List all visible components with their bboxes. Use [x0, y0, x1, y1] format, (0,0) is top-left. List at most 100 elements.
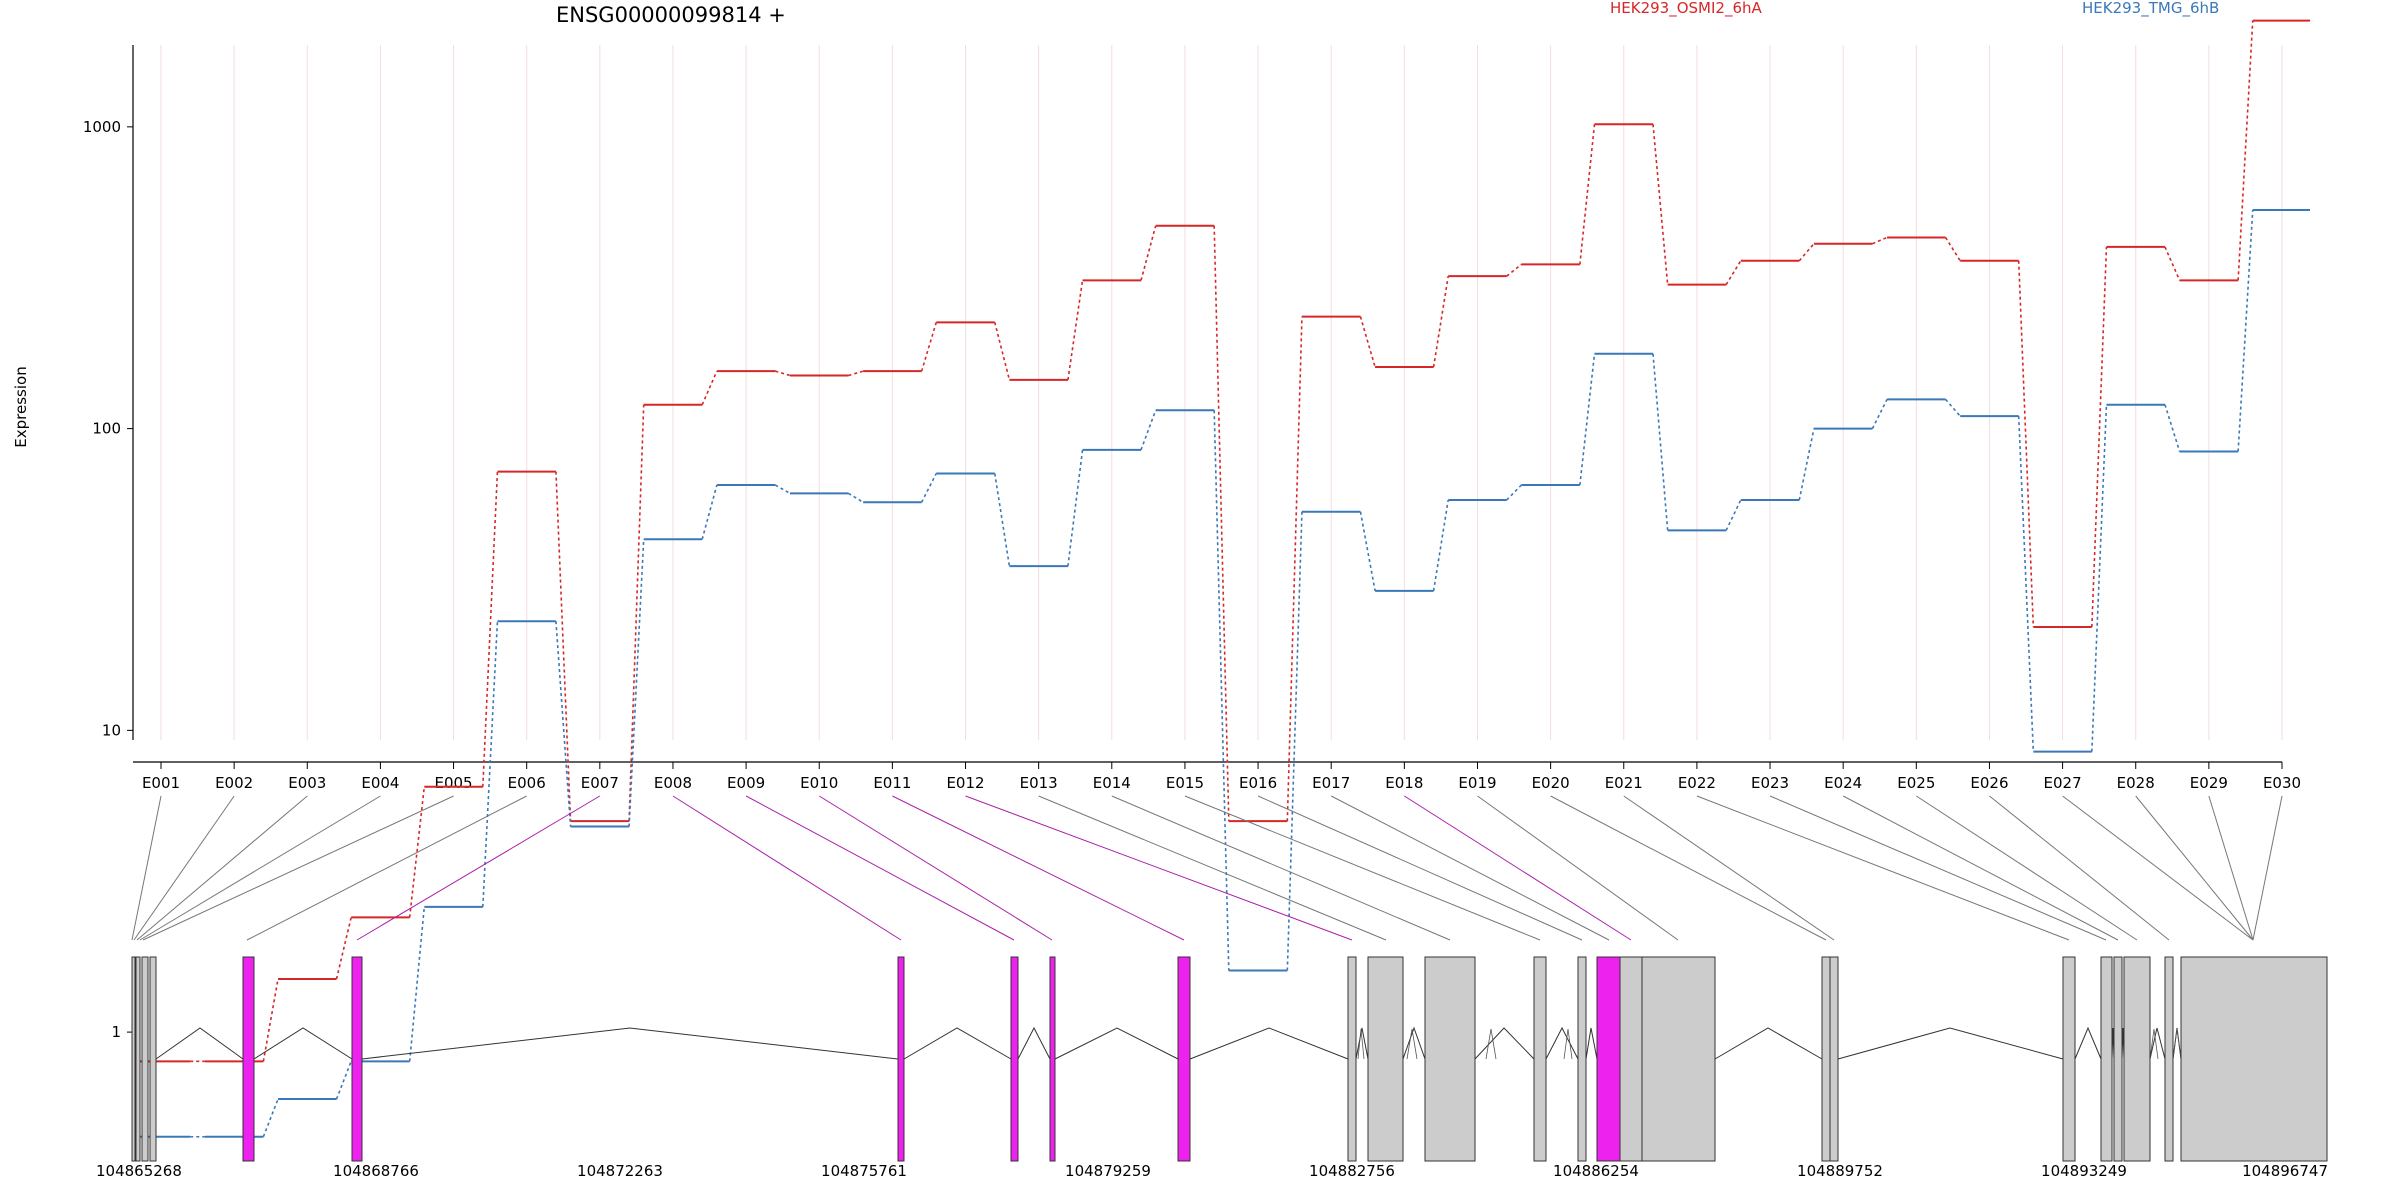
x-tick-label-e018: E018 [1385, 774, 1423, 792]
series-1-transition-16 [1286, 316, 1303, 822]
exon-box-10 [1177, 956, 1191, 1162]
exon-box-1 [131, 956, 136, 1162]
series-2-transition-12 [993, 473, 1011, 567]
series-2-transition-22 [1725, 499, 1742, 531]
series-2-transition-2 [262, 1098, 279, 1138]
intron-6 [1054, 1027, 1179, 1060]
exon-connector-layer [131, 795, 2283, 941]
legend-series-1: HEK293_OSMI2_6hA [1610, 0, 1763, 18]
series-1-transition-3 [335, 917, 352, 980]
connector-e024 [1842, 795, 2119, 941]
exon-box-21 [2062, 956, 2076, 1162]
series-2 [133, 209, 2310, 1138]
legend-series-2: HEK293_TMG_6hB [2082, 0, 2219, 18]
x-tick-label-e007: E007 [581, 774, 619, 792]
x-tick-label-e015: E015 [1166, 774, 1204, 792]
x-tick-label-e014: E014 [1093, 774, 1131, 792]
intron-1 [155, 1027, 244, 1060]
connector-e025 [1916, 795, 2138, 941]
connector-e029 [2208, 795, 2254, 941]
series-1-transition-8 [701, 370, 718, 406]
series-1-transition-21 [1652, 124, 1669, 285]
coordinate-label-10: 104896747 [2242, 1162, 2328, 1180]
x-tick-label-e027: E027 [2044, 774, 2082, 792]
series-1-transition-12 [993, 322, 1011, 381]
series-2-transition-23 [1798, 428, 1815, 501]
series-2-transition-28 [2164, 404, 2181, 452]
intron-18 [2149, 1027, 2166, 1060]
series-1-transition-22 [1725, 260, 1742, 286]
y-axis-label: Expression [12, 366, 30, 447]
series-1-transition-20 [1579, 124, 1596, 265]
exon-box-14 [1533, 956, 1547, 1162]
exon-box-19 [1821, 956, 1831, 1162]
exon-box-13 [1424, 956, 1476, 1162]
series-2-transition-25 [1944, 398, 1961, 417]
connector-e001 [131, 795, 162, 941]
series-1-transition-28 [2164, 246, 2181, 281]
x-tick-label-e029: E029 [2190, 774, 2228, 792]
intron-zigzag-6 [2149, 1028, 2159, 1060]
x-tick-label-e001: E001 [142, 774, 180, 792]
series-1-transition-26 [2017, 260, 2035, 628]
intron-5 [1017, 1026, 1051, 1060]
x-tick-label-e025: E025 [1897, 774, 1935, 792]
intron-4 [903, 1027, 1012, 1060]
series-1-transition-14 [1140, 225, 1157, 281]
intron-zigzag-1 [1357, 1028, 1365, 1060]
x-tick-label-e030: E030 [2263, 774, 2301, 792]
connector-e020 [1550, 795, 1827, 941]
x-tick-label-e011: E011 [873, 774, 911, 792]
series-2-transition-10 [848, 492, 864, 503]
intron-zigzag-2 [1406, 1028, 1418, 1060]
series-1-transition-7 [628, 404, 645, 822]
y-tick-label-100: 100 [92, 420, 121, 438]
exon-box-8 [1010, 956, 1019, 1162]
exon-box-25 [2164, 956, 2174, 1162]
chart-title: ENSG00000099814 + [556, 3, 786, 27]
series-2-transition-17 [1359, 511, 1376, 591]
x-tick-label-e017: E017 [1312, 774, 1350, 792]
series-1-transition-11 [920, 322, 938, 372]
connector-e030 [2252, 795, 2283, 941]
x-tick-label-e010: E010 [800, 774, 838, 792]
coordinate-label-4: 104875761 [821, 1162, 907, 1180]
series-2-transition-21 [1652, 353, 1669, 531]
series-2-transition-24 [1871, 398, 1888, 429]
exon-box-18 [1641, 956, 1716, 1162]
intron-11 [1545, 1026, 1579, 1060]
coordinate-label-3: 104872263 [577, 1162, 663, 1180]
exon-box-24 [2123, 956, 2151, 1162]
y-tick-label-1000: 1000 [83, 118, 121, 136]
intron-2 [253, 1027, 353, 1060]
series-2-transition-18 [1432, 499, 1450, 591]
connector-e009 [745, 795, 1015, 941]
x-tick-label-e012: E012 [946, 774, 984, 792]
connector-e027 [2062, 795, 2254, 941]
series-1-transition-4 [408, 786, 426, 918]
exon-box-2 [135, 956, 141, 1162]
intron-3 [361, 1027, 899, 1060]
exon-box-5 [242, 956, 255, 1162]
exon-box-23 [2113, 956, 2123, 1162]
connector-e003 [136, 795, 308, 941]
series-1-transition-10 [848, 370, 864, 377]
axis-layer: 1 10 100 1000 E001 E002 E003 E004 E005 E006 E007 E0… [83, 45, 2301, 1041]
x-tick-label-e022: E022 [1678, 774, 1716, 792]
series-2-transition-27 [2091, 404, 2108, 752]
series-1-transition-29 [2237, 20, 2254, 281]
exon-box-15 [1577, 956, 1587, 1162]
connector-e015 [1184, 795, 1541, 941]
series-1-transition-25 [1944, 237, 1961, 262]
intron-15 [2074, 1026, 2102, 1060]
series-1-transition-18 [1432, 276, 1450, 368]
series-2-transition-11 [920, 473, 937, 503]
series-1-transition-9 [775, 370, 791, 377]
coordinate-label-9: 104893249 [2041, 1162, 2127, 1180]
exon-box-20 [1829, 956, 1839, 1162]
series-2-transition-26 [2017, 416, 2035, 752]
series-2-transition-13 [1067, 449, 1084, 567]
series-2-transition-20 [1579, 353, 1596, 486]
coordinate-label-2: 104868766 [333, 1162, 419, 1180]
